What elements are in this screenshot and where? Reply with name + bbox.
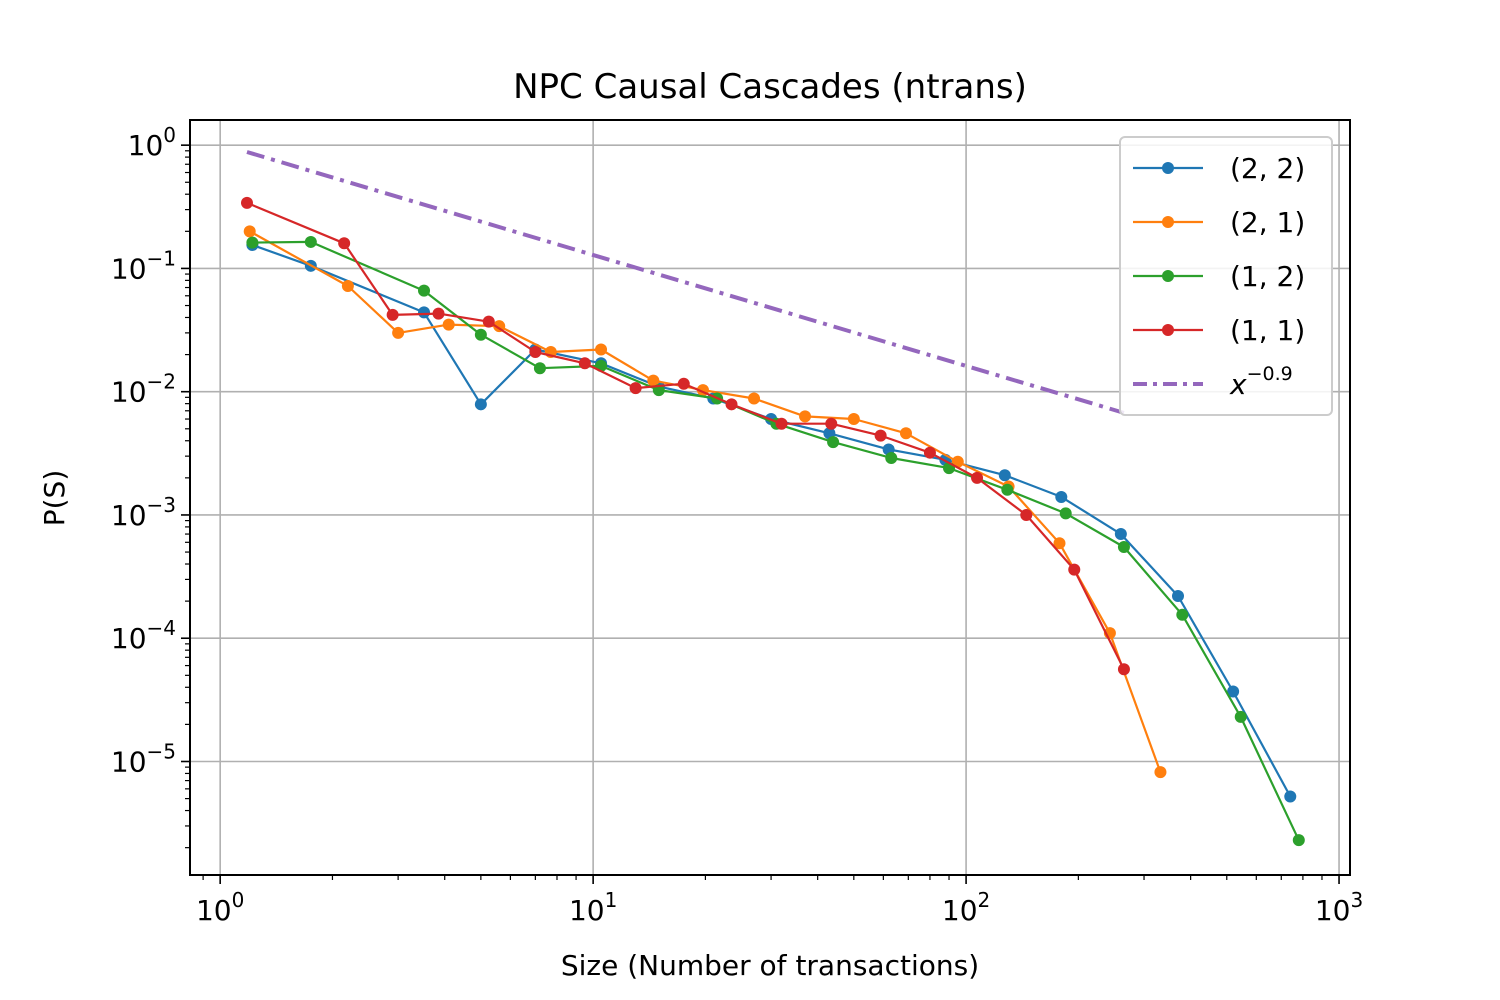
data-point — [246, 236, 259, 249]
data-point — [874, 429, 887, 442]
data-point — [1234, 710, 1247, 723]
data-point — [1117, 540, 1130, 553]
series-3 — [246, 235, 1305, 847]
x-tick-labels: 100 101 102 103 — [196, 888, 1363, 927]
data-point — [240, 196, 253, 209]
legend-label: (2, 2) — [1230, 152, 1305, 185]
data-point — [482, 315, 495, 328]
data-point — [1001, 483, 1014, 496]
data-point — [1117, 663, 1130, 676]
series-line — [249, 230, 1162, 773]
data-point — [923, 446, 936, 459]
legend-marker — [1162, 270, 1174, 282]
data-point — [432, 307, 445, 320]
data-point — [1055, 490, 1068, 503]
data-point — [998, 469, 1011, 482]
data-point — [529, 345, 542, 358]
legend-box — [1119, 136, 1333, 416]
data-point — [1114, 528, 1127, 541]
data-point — [1068, 563, 1081, 576]
data-point — [1020, 508, 1033, 521]
y-tick-label: 100 — [128, 123, 176, 162]
data-point — [1227, 685, 1240, 698]
reference-line-group — [246, 150, 1125, 415]
data-point — [392, 326, 405, 339]
data-point — [748, 392, 761, 405]
legend-entry: (1, 2) — [1133, 260, 1305, 293]
legend-marker — [1162, 216, 1174, 228]
data-point — [533, 362, 546, 375]
legend-entry: (2, 1) — [1133, 206, 1305, 239]
y-tick-label: 10−2 — [111, 370, 176, 409]
data-point — [595, 343, 608, 356]
series-group — [240, 196, 1305, 847]
x-tick-label: 100 — [196, 888, 244, 927]
legend-label: (1, 2) — [1230, 260, 1305, 293]
data-point — [827, 436, 840, 449]
x-axis-label: Size (Number of transactions) — [561, 949, 979, 982]
legend-label: (1, 1) — [1230, 314, 1305, 347]
y-axis-label: P(S) — [38, 470, 71, 527]
legend: (2, 2) (2, 1) (1, 2) (1, 1) x−0.9 — [1119, 136, 1333, 416]
data-point — [1176, 608, 1189, 621]
data-point — [578, 357, 591, 370]
data-point — [1154, 766, 1167, 779]
legend-entry: x−0.9 — [1133, 363, 1293, 401]
y-tick-label: 10−4 — [111, 616, 176, 655]
series-4 — [240, 196, 1130, 676]
y-tick-label: 10−1 — [111, 246, 176, 285]
legend-marker — [1162, 324, 1174, 336]
x-tick-label: 102 — [942, 888, 990, 927]
legend-label: (2, 1) — [1230, 206, 1305, 239]
data-point — [304, 235, 317, 248]
legend-marker — [1162, 162, 1174, 174]
data-point — [677, 377, 690, 390]
legend-entries: (2, 2) (2, 1) (1, 2) (1, 1) x−0.9 — [1133, 152, 1305, 401]
data-point — [474, 328, 487, 341]
x-tick-label: 103 — [1315, 888, 1363, 927]
reference-power-law-line — [246, 150, 1125, 415]
x-tick-label: 101 — [569, 888, 617, 927]
data-point — [1292, 834, 1305, 847]
data-point — [1059, 507, 1072, 520]
data-point — [386, 308, 399, 321]
data-point — [885, 451, 898, 464]
legend-entry: (2, 2) — [1133, 152, 1305, 185]
data-point — [243, 225, 256, 238]
data-point — [899, 427, 912, 440]
series-line — [252, 240, 1300, 841]
plot-frame — [189, 119, 1351, 876]
data-point — [474, 398, 487, 411]
chart-title: NPC Causal Cascades (ntrans) — [513, 67, 1027, 107]
y-tick-label: 10−5 — [111, 739, 176, 778]
data-point — [1053, 537, 1066, 550]
data-point — [1284, 790, 1297, 803]
data-point — [847, 413, 860, 426]
legend-entry: (1, 1) — [1133, 314, 1305, 347]
data-point — [418, 284, 431, 297]
legend-label: x−0.9 — [1229, 363, 1293, 401]
data-point — [775, 417, 788, 430]
data-point — [1172, 590, 1185, 603]
series-line — [246, 201, 1125, 670]
major-ticks — [181, 144, 1340, 884]
data-point — [338, 237, 351, 250]
data-point — [629, 382, 642, 395]
series-line — [252, 243, 1292, 798]
data-point — [971, 471, 984, 484]
data-point — [825, 417, 838, 430]
data-point — [442, 318, 455, 331]
y-tick-label: 10−3 — [111, 493, 176, 532]
data-point — [725, 398, 738, 411]
data-point — [341, 280, 354, 293]
data-point — [647, 374, 660, 387]
data-point — [799, 410, 812, 423]
y-tick-labels: 100 10−1 10−2 10−3 10−4 10−5 — [111, 123, 176, 778]
data-point — [418, 306, 431, 319]
